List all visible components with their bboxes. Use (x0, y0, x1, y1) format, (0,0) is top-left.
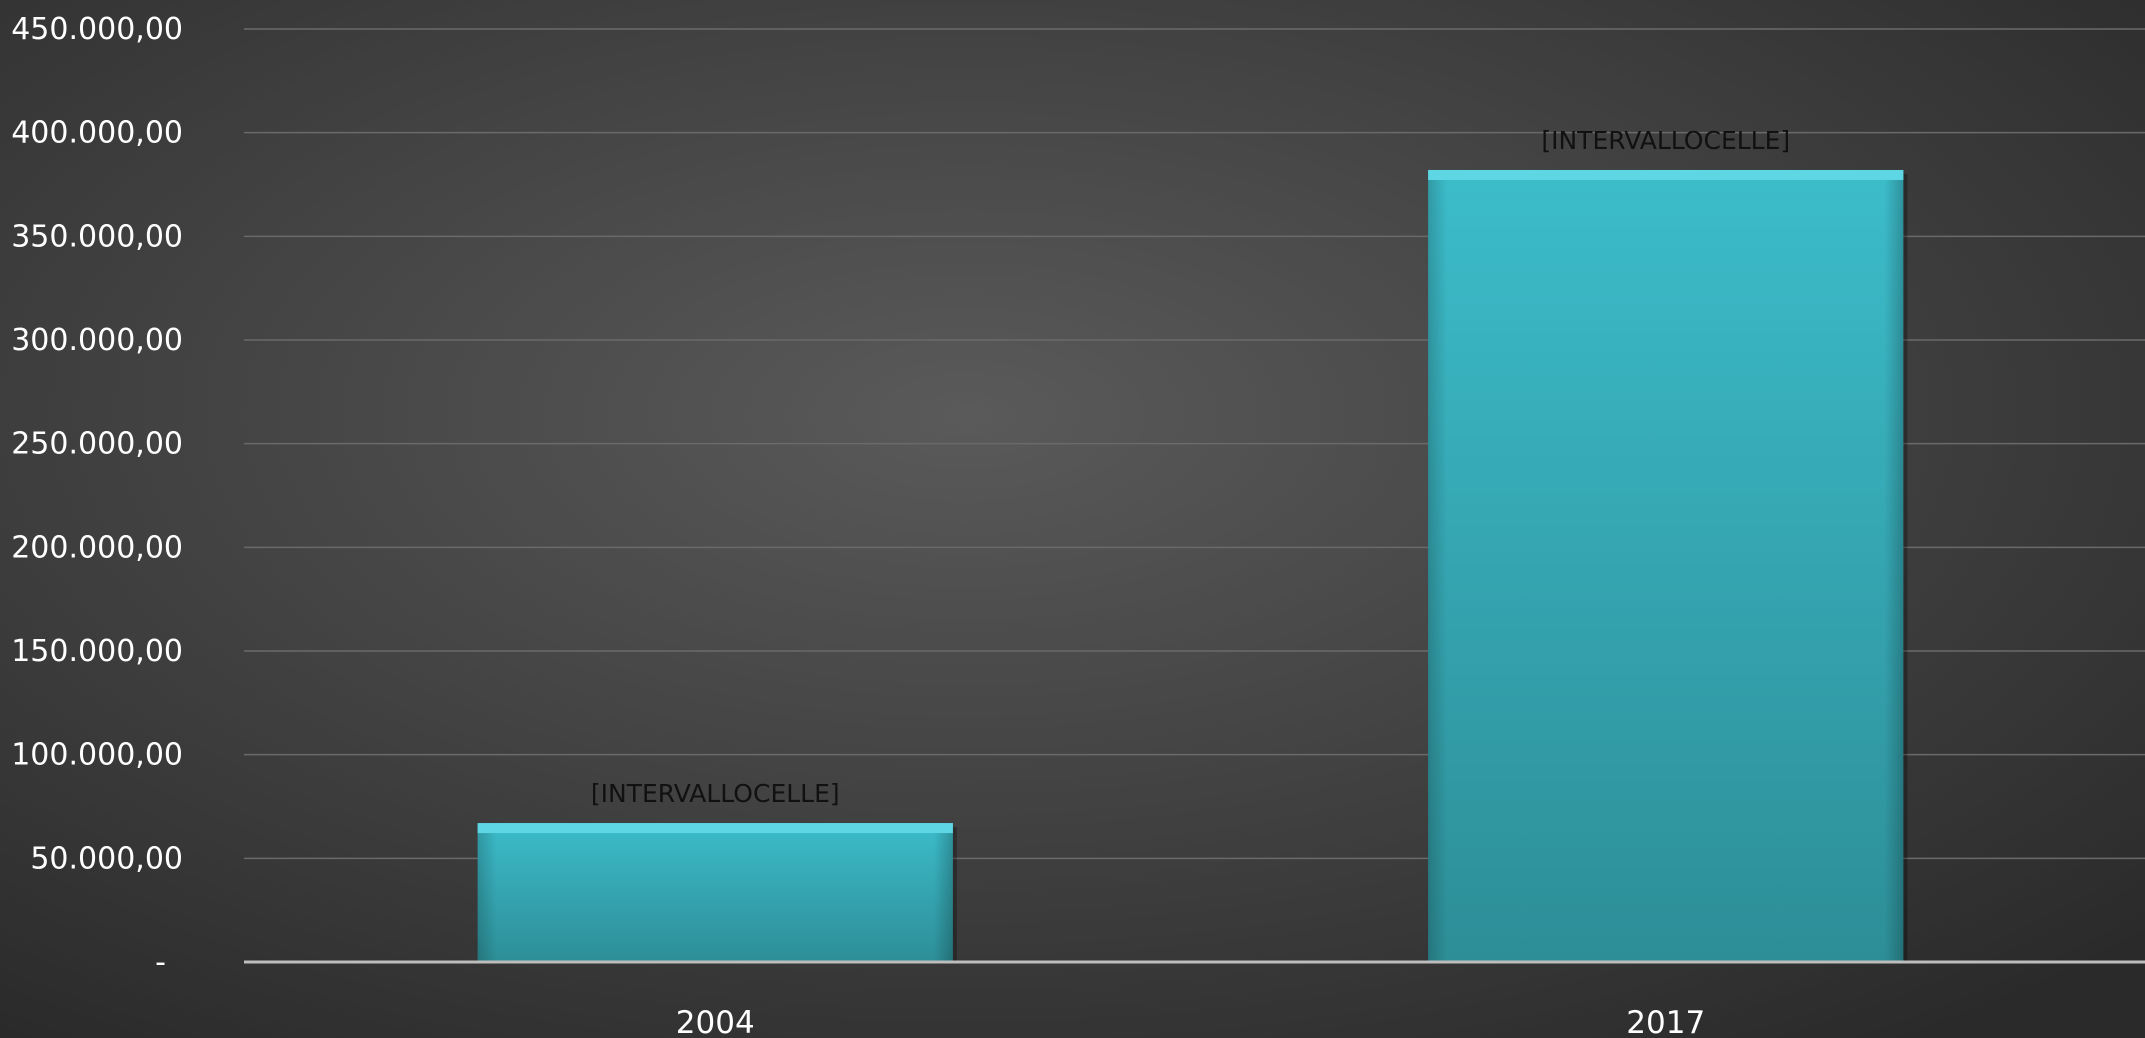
bars (477, 169, 1908, 962)
y-tick-label: 200.000,00 (11, 530, 183, 565)
y-tick-label: - (155, 945, 166, 980)
y-tick-label: 350.000,00 (11, 219, 183, 254)
data-label: [INTERVALLOCELLE] (1541, 126, 1790, 155)
data-label: [INTERVALLOCELLE] (591, 779, 840, 808)
y-tick-label: 450.000,00 (11, 12, 183, 47)
x-tick-label: 2017 (1626, 1005, 1705, 1038)
bar-2017 (1428, 169, 1908, 962)
y-tick-label: 300.000,00 (11, 323, 183, 358)
y-tick-label: 150.000,00 (11, 634, 183, 669)
y-tick-label: 250.000,00 (11, 427, 183, 462)
x-tick-label: 2004 (676, 1005, 755, 1038)
bar-side-shade (1428, 169, 1904, 962)
y-tick-label: 100.000,00 (11, 738, 183, 773)
bar-side-shade (477, 823, 953, 962)
bar-2004 (477, 823, 957, 962)
bar-bevel-top (1428, 169, 1904, 180)
data-labels: [INTERVALLOCELLE] [INTERVALLOCELLE] (591, 126, 1790, 808)
y-axis-tick-labels: - 50.000,00 100.000,00 150.000,00 200.000,00… (11, 12, 183, 980)
bar-bevel-top (477, 823, 953, 834)
y-tick-label: 400.000,00 (11, 116, 183, 151)
x-axis-tick-labels: 2004 2017 (676, 1005, 1705, 1038)
y-tick-label: 50.000,00 (30, 841, 183, 876)
